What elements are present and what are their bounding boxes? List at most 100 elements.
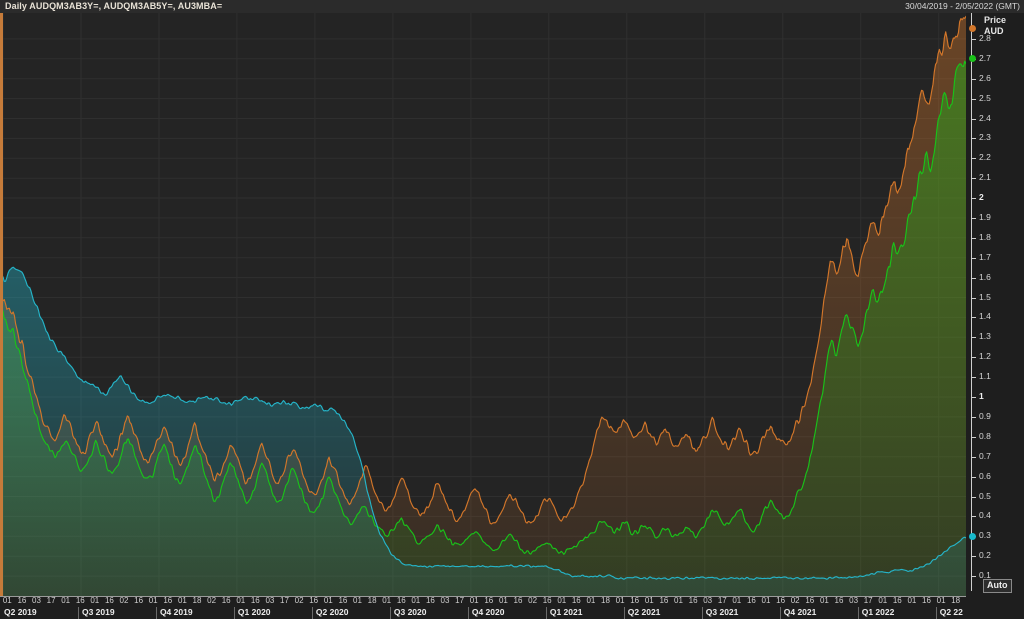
day-tick-label: 18 — [367, 596, 377, 605]
price-tick-2-4: 2.4 — [972, 113, 1022, 123]
green-last-price-marker — [968, 55, 976, 63]
price-tick-2-1: 2.1 — [972, 172, 1022, 182]
price-tick-1-1: 1.1 — [972, 371, 1022, 381]
price-tick-label: 0.3 — [979, 530, 991, 541]
price-tick-mark — [972, 98, 976, 100]
day-tick-label: 01 — [498, 596, 508, 605]
day-tick-label: 16 — [17, 596, 27, 605]
day-tick-label: 01 — [2, 596, 12, 605]
orange-last-price-marker — [968, 25, 976, 33]
price-tick-0-7: 0.7 — [972, 451, 1022, 461]
day-tick-label: 16 — [922, 596, 931, 605]
day-tick-label: 17 — [46, 596, 56, 605]
price-tick-mark — [972, 158, 976, 160]
series-line-AU3MBA=[interactable] — [3, 266, 966, 581]
price-tick-label: 0.7 — [979, 450, 991, 461]
price-tick-mark — [972, 576, 976, 578]
day-tick-label: 03 — [703, 596, 713, 605]
day-tick-label: 16 — [776, 596, 786, 605]
day-tick-row: 01 16 03 17 01 16 01 16 02 16 01 16 01 18 02 16 01 16 03 17… — [0, 596, 966, 607]
price-axis-title: Price AUD — [984, 15, 1006, 37]
price-tick-mark — [972, 118, 976, 120]
day-tick-label: 16 — [338, 596, 348, 605]
day-tick-label: 01 — [177, 596, 187, 605]
day-tick-label: 01 — [732, 596, 742, 605]
day-tick-label: 01 — [236, 596, 246, 605]
plot-canvas[interactable] — [3, 13, 966, 596]
price-tick-1-5: 1.5 — [972, 292, 1022, 302]
day-tick-label: 18 — [192, 596, 202, 605]
day-tick-label: 01 — [907, 596, 917, 605]
day-tick-label: 17 — [863, 596, 873, 605]
price-tick-1-3: 1.3 — [972, 331, 1022, 341]
price-tick-2-7: 2.7 — [972, 53, 1022, 63]
price-tick-label: 2.1 — [979, 172, 991, 183]
day-tick-label: 01 — [469, 596, 479, 605]
day-tick-label: 02 — [528, 596, 538, 605]
cyan-last-price-marker — [968, 532, 976, 540]
price-axis[interactable]: Price AUD 2.8 2.7 2.6 2.5 2.4 2.3 2.2 2.1 2 1.9 1.… — [966, 13, 1024, 596]
day-tick-label: 16 — [688, 596, 698, 605]
series-line-AUDQM3AB5Y=[interactable] — [3, 60, 966, 555]
day-tick-label: 17 — [280, 596, 289, 605]
price-tick-2: 2 — [972, 192, 1022, 202]
day-tick-label: 16 — [309, 596, 319, 605]
price-tick-label: 1.4 — [979, 311, 991, 322]
price-tick-label: 1.7 — [979, 251, 991, 262]
price-tick-0-6: 0.6 — [972, 471, 1022, 481]
price-tick-label: 1.3 — [979, 331, 991, 342]
day-tick-label: 01 — [674, 596, 683, 605]
price-tick-0-9: 0.9 — [972, 411, 1022, 421]
price-tick-mark — [972, 317, 976, 319]
price-tick-mark — [972, 397, 976, 398]
quarter-separator — [779, 607, 781, 619]
day-tick-label: 16 — [104, 596, 114, 605]
day-tick-label: 16 — [250, 596, 260, 605]
price-tick-2-5: 2.5 — [972, 93, 1022, 103]
price-tick-mark — [972, 138, 976, 140]
day-tick-label: 16 — [542, 596, 552, 605]
price-tick-1-2: 1.2 — [972, 351, 1022, 361]
price-tick-1: 1 — [972, 391, 1022, 401]
price-tick-label: 0.2 — [979, 550, 991, 561]
series-line-AUDQM3AB3Y=[interactable] — [3, 15, 966, 525]
price-tick-1-8: 1.8 — [972, 232, 1022, 242]
day-tick-label: 01 — [586, 596, 596, 605]
quarter-label: Q4 2020 — [471, 607, 505, 617]
auto-scale-button[interactable]: Auto — [983, 579, 1012, 593]
plot-area[interactable] — [0, 13, 966, 596]
quarter-label: Q4 2019 — [159, 607, 193, 617]
price-tick-mark — [972, 237, 976, 239]
price-tick-2-2: 2.2 — [972, 152, 1022, 162]
day-tick-label: 02 — [207, 596, 217, 605]
price-tick-mark — [972, 198, 976, 199]
price-tick-label: 0.8 — [979, 430, 991, 441]
price-tick-label: 2 — [979, 192, 984, 202]
price-tick-label: 1.2 — [979, 351, 991, 362]
day-tick-label: 01 — [382, 596, 392, 605]
price-tick-label: 0.4 — [979, 510, 991, 521]
day-tick-label: 16 — [396, 596, 406, 605]
chart-svg — [3, 13, 966, 596]
price-tick-label: 1 — [979, 391, 984, 401]
time-axis[interactable]: 01 16 03 17 01 16 01 16 02 16 01 16 01 18 02 16 01 16 03 17… — [0, 596, 1024, 619]
quarter-label: Q1 2021 — [549, 607, 583, 617]
day-tick-label: 16 — [630, 596, 640, 605]
day-tick-label: 01 — [90, 596, 100, 605]
price-tick-label: 0.9 — [979, 410, 991, 421]
day-tick-label: 03 — [440, 596, 450, 605]
day-tick-label: 03 — [265, 596, 275, 605]
day-tick-label: 16 — [834, 596, 844, 605]
price-tick-0-3: 0.3 — [972, 530, 1022, 540]
price-tick-label: 2.5 — [979, 92, 991, 103]
price-tick-mark — [972, 377, 976, 379]
price-tick-mark — [972, 436, 976, 438]
day-tick-label: 16 — [163, 596, 173, 605]
day-tick-label: 16 — [513, 596, 523, 605]
price-tick-0-1: 0.1 — [972, 570, 1022, 580]
price-tick-label: 0.6 — [979, 470, 991, 481]
chart-title: Daily AUDQM3AB3Y=, AUDQM3AB5Y=, AU3MBA= — [5, 1, 223, 11]
quarter-label: Q3 2021 — [705, 607, 739, 617]
price-tick-label: 1.5 — [979, 291, 991, 302]
